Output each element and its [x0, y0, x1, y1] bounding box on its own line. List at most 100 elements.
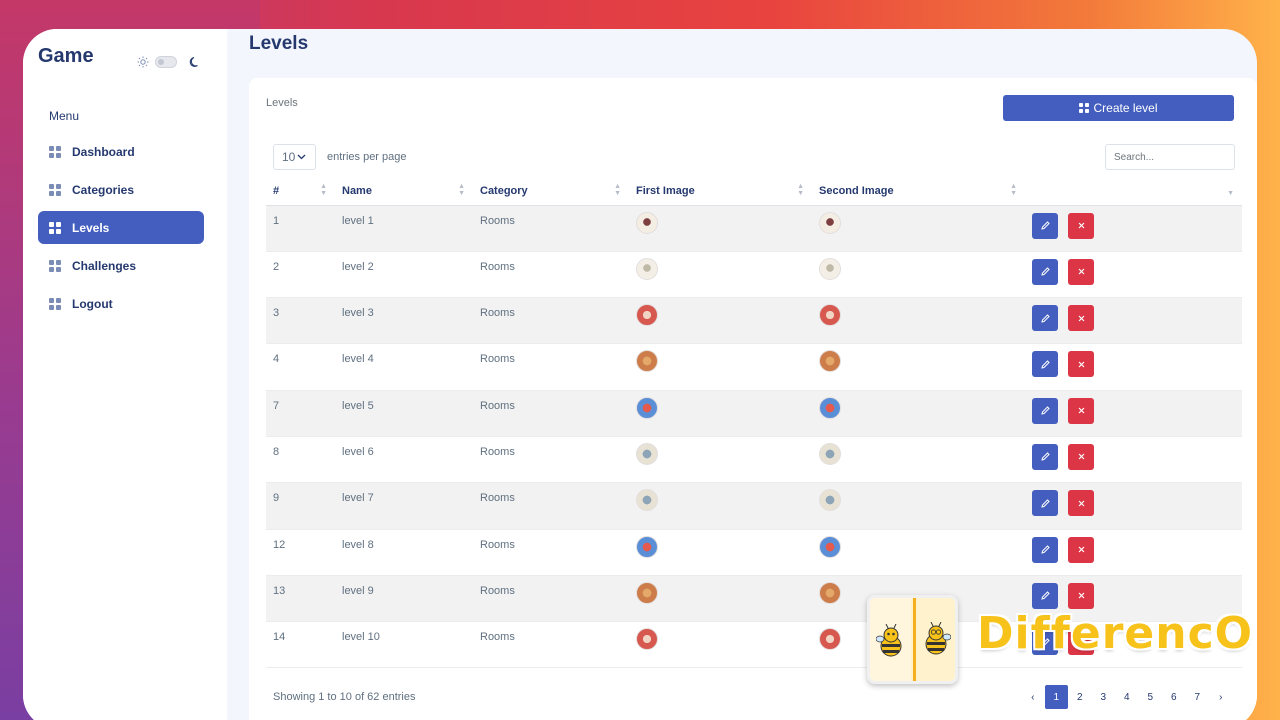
- sidebar-item-label: Logout: [72, 296, 113, 311]
- delete-button[interactable]: [1068, 582, 1094, 609]
- row-actions: [1032, 258, 1242, 285]
- delete-button[interactable]: [1068, 443, 1094, 470]
- delete-button[interactable]: [1068, 258, 1094, 285]
- first-image-thumbnail[interactable]: [636, 396, 658, 419]
- pencil-icon: [1040, 545, 1050, 554]
- per-page-control: 10 entries per page: [273, 144, 407, 170]
- cell-id: 4: [266, 343, 335, 391]
- edit-button[interactable]: [1032, 443, 1058, 470]
- second-image-thumbnail[interactable]: [819, 257, 841, 280]
- sidebar: Game Menu Dashboard Categories Levels Chall…: [23, 29, 227, 720]
- edit-button[interactable]: [1032, 629, 1058, 656]
- page-7[interactable]: 7: [1194, 691, 1201, 703]
- table-row: 7 level 5 Rooms: [266, 390, 1242, 437]
- sidebar-item-challenges[interactable]: Challenges: [38, 249, 204, 282]
- delete-button[interactable]: [1068, 212, 1094, 239]
- brand-logo[interactable]: Game: [38, 45, 94, 67]
- first-image-thumbnail[interactable]: [636, 535, 658, 558]
- page-4[interactable]: 4: [1123, 691, 1130, 703]
- cell-id: 12: [266, 529, 335, 576]
- second-image-thumbnail[interactable]: [819, 350, 841, 373]
- page-2[interactable]: 2: [1076, 691, 1083, 703]
- edit-button[interactable]: [1032, 582, 1058, 609]
- edit-button[interactable]: [1032, 397, 1058, 424]
- delete-button[interactable]: [1068, 536, 1094, 563]
- close-icon: [1078, 222, 1084, 229]
- grid-icon: [49, 259, 61, 272]
- column-header[interactable]: Second Image ▲ ▼: [812, 177, 1025, 206]
- first-image-thumbnail[interactable]: [636, 581, 658, 604]
- delete-button[interactable]: [1068, 351, 1094, 378]
- page-3[interactable]: 3: [1100, 691, 1107, 703]
- cell-actions: [1025, 205, 1242, 252]
- second-image-thumbnail[interactable]: [819, 535, 841, 558]
- delete-button[interactable]: [1068, 629, 1094, 656]
- page-prev[interactable]: ‹: [1031, 691, 1035, 703]
- page-5[interactable]: 5: [1147, 691, 1154, 703]
- pencil-icon: [1040, 591, 1050, 601]
- column-header[interactable]: Name ▲ ▼: [335, 177, 473, 206]
- delete-button[interactable]: [1068, 305, 1094, 332]
- edit-button[interactable]: [1032, 305, 1058, 332]
- table-row: 3 level 3 Rooms: [266, 297, 1242, 345]
- second-image-thumbnail[interactable]: [819, 489, 841, 512]
- column-header-label: Name: [342, 184, 372, 197]
- cell-id: 8: [266, 436, 335, 484]
- edit-button[interactable]: [1032, 212, 1058, 239]
- search-input[interactable]: [1105, 144, 1235, 170]
- create-level-button[interactable]: Create level: [1003, 95, 1234, 121]
- table-row: 9 level 7 Rooms: [266, 482, 1242, 530]
- column-header[interactable]: Category ▲ ▼: [473, 177, 629, 206]
- cell-category: Rooms: [473, 390, 629, 437]
- column-header[interactable]: # ▲ ▼: [266, 177, 335, 206]
- page-next[interactable]: ›: [1219, 691, 1223, 703]
- edit-button[interactable]: [1032, 351, 1058, 378]
- grid-icon: [49, 183, 61, 196]
- edit-button[interactable]: [1032, 258, 1058, 285]
- delete-button[interactable]: [1068, 490, 1094, 517]
- page-1[interactable]: 1: [1044, 685, 1068, 709]
- second-image-thumbnail[interactable]: [819, 396, 841, 419]
- first-image-thumbnail[interactable]: [636, 257, 658, 280]
- sidebar-item-levels[interactable]: Levels: [38, 211, 204, 244]
- grid-icon: [49, 145, 61, 158]
- second-image-thumbnail[interactable]: [819, 581, 841, 604]
- cell-id: 7: [266, 390, 335, 437]
- cell-id: 9: [266, 482, 335, 530]
- first-image-thumbnail[interactable]: [636, 628, 658, 651]
- first-image-thumbnail[interactable]: [636, 489, 658, 512]
- second-image-thumbnail[interactable]: [819, 628, 841, 651]
- second-image-thumbnail[interactable]: [819, 304, 841, 327]
- edit-button[interactable]: [1032, 490, 1058, 517]
- column-header[interactable]: First Image ▲ ▼: [629, 177, 812, 206]
- second-image-thumbnail[interactable]: [819, 211, 841, 234]
- sort-icon: ▲ ▼: [1010, 183, 1017, 197]
- pencil-icon: [1040, 637, 1050, 647]
- delete-button[interactable]: [1068, 397, 1094, 424]
- table-row: 13 level 9 Rooms: [266, 575, 1242, 623]
- sort-icon: ▼: [1227, 190, 1234, 197]
- column-header-label: Second Image: [819, 184, 894, 197]
- pencil-icon: [1040, 221, 1050, 230]
- cell-first-image: [629, 205, 812, 252]
- theme-toggle[interactable]: [155, 56, 177, 68]
- create-level-label: Create level: [1093, 101, 1158, 115]
- edit-button[interactable]: [1032, 536, 1058, 563]
- cell-name: level 5: [335, 390, 473, 437]
- sidebar-item-dashboard[interactable]: Dashboard: [38, 135, 204, 168]
- first-image-thumbnail[interactable]: [636, 442, 658, 465]
- sidebar-item-logout[interactable]: Logout: [38, 287, 204, 320]
- table-row: 1 level 1 Rooms: [266, 205, 1242, 252]
- first-image-thumbnail[interactable]: [636, 304, 658, 327]
- first-image-thumbnail[interactable]: [636, 350, 658, 373]
- first-image-thumbnail[interactable]: [636, 211, 658, 234]
- app-window: Game Menu Dashboard Categories Levels Chall…: [23, 29, 1257, 720]
- sidebar-item-categories[interactable]: Categories: [38, 173, 204, 206]
- per-page-select[interactable]: 10: [273, 144, 316, 170]
- row-actions: [1032, 212, 1242, 239]
- page-6[interactable]: 6: [1170, 691, 1177, 703]
- cell-name: level 1: [335, 205, 473, 252]
- column-header[interactable]: ▼: [1025, 177, 1242, 206]
- cell-first-image: [629, 390, 812, 437]
- second-image-thumbnail[interactable]: [819, 442, 841, 465]
